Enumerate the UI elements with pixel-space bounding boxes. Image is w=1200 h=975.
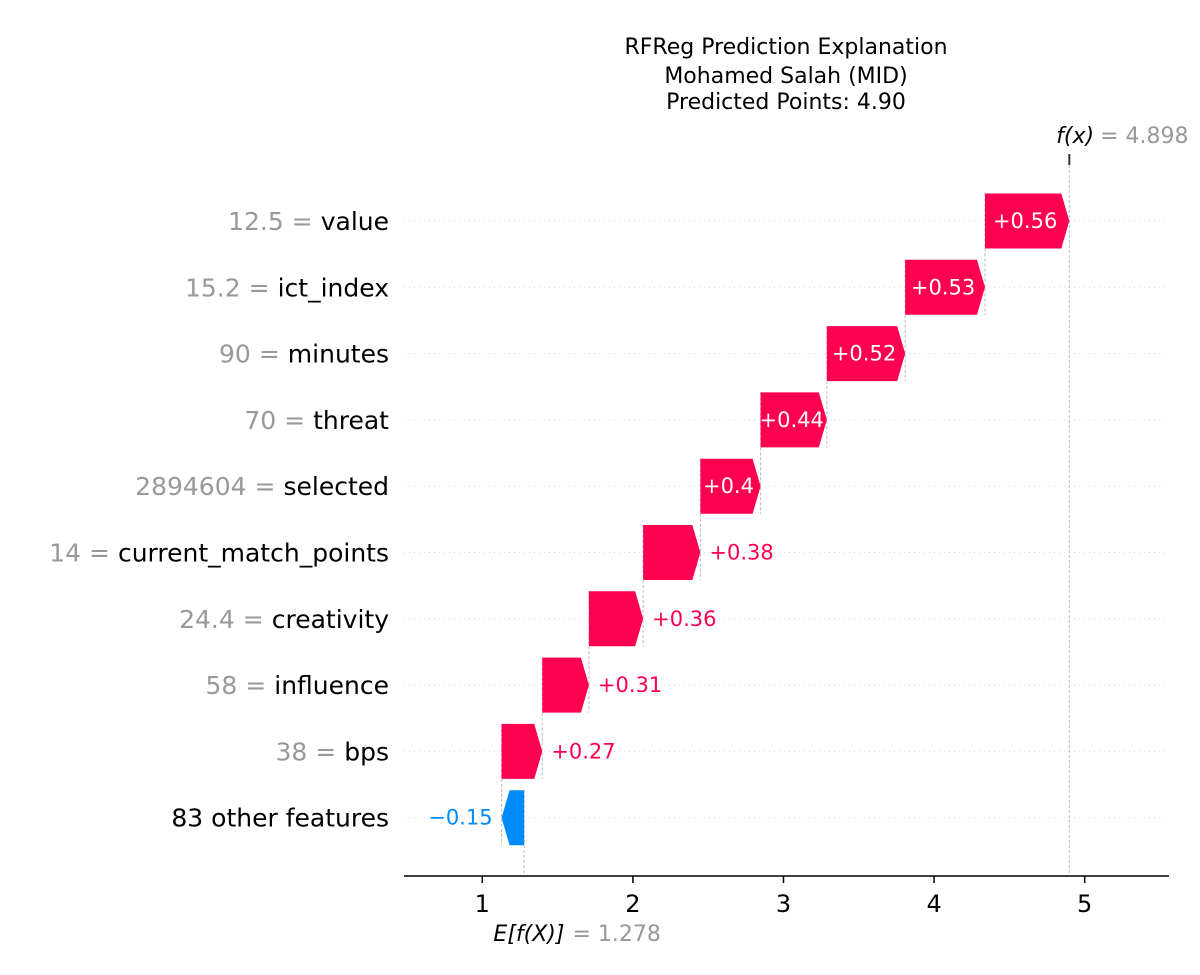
feature-eq: = <box>255 472 276 501</box>
feature-name: current_match_points <box>118 539 389 568</box>
feature-value: 12.5 <box>228 207 284 236</box>
feature-eq: = <box>89 539 110 568</box>
feature-name: ict_index <box>278 273 389 302</box>
positive-bar <box>760 392 827 448</box>
contribution-label: +0.36 <box>652 607 716 631</box>
feature-name: value <box>321 207 389 236</box>
contribution-label: +0.27 <box>551 739 615 763</box>
feature-name: selected <box>283 472 389 501</box>
contribution-label: +0.31 <box>598 673 662 697</box>
feature-eq: = <box>249 273 270 302</box>
x-tick-label: 4 <box>926 890 941 918</box>
feature-value: 14 <box>49 539 81 568</box>
feature-value: 24.4 <box>179 605 235 634</box>
feature-label: 12.5 = value <box>228 207 389 236</box>
x-tick-label: 3 <box>776 890 791 918</box>
feature-label: 90 = minutes <box>219 340 389 369</box>
feature-eq: = <box>292 207 313 236</box>
feature-label: 15.2 = ict_index <box>185 273 389 302</box>
feature-name: threat <box>313 406 389 435</box>
guide-lines <box>501 154 1071 876</box>
contribution-label: +0.52 <box>832 342 896 366</box>
title-line-3: Predicted Points: 4.90 <box>666 90 906 115</box>
fx-annotation: f(x) = 4.898 <box>1056 124 1188 149</box>
feature-value: 2894604 <box>135 472 246 501</box>
feature-eq: = <box>245 671 266 700</box>
title-line-2: Mohamed Salah (MID) <box>664 64 907 89</box>
contribution-label: −0.15 <box>428 806 492 830</box>
feature-name: influence <box>274 671 389 700</box>
feature-labels: 12.5 = value 15.2 = ict_index 90 = minutes 70 = thr… <box>49 207 389 833</box>
contribution-bars <box>501 193 1070 846</box>
base-value: = 1.278 <box>572 922 660 947</box>
contribution-label: +0.53 <box>911 275 975 299</box>
positive-bar <box>542 657 589 713</box>
x-tick-label: 2 <box>625 890 640 918</box>
feature-value: 38 <box>275 737 307 766</box>
positive-bar <box>826 326 906 382</box>
feature-label: 70 = threat <box>244 406 389 435</box>
feature-name: 83 other features <box>171 804 389 833</box>
feature-value: 15.2 <box>185 273 241 302</box>
feature-label: 38 = bps <box>275 737 389 766</box>
feature-label: 58 = influence <box>206 671 390 700</box>
positive-bar <box>588 591 644 647</box>
contribution-label: +0.44 <box>760 408 824 432</box>
positive-bar <box>700 458 761 514</box>
positive-bar <box>501 723 543 779</box>
fx-label: f(x) <box>1056 124 1094 149</box>
feature-label: 24.4 = creativity <box>179 605 389 634</box>
positive-bar <box>984 193 1070 249</box>
feature-label: 14 = current_match_points <box>49 539 389 568</box>
feature-label: 2894604 = selected <box>135 472 389 501</box>
positive-bar <box>643 525 701 580</box>
value-annotations: +0.56 +0.53 +0.52 +0.44 +0.4 +0.38 +0.36 +0.31 +… <box>428 124 1188 947</box>
contribution-label: +0.38 <box>709 541 773 565</box>
title-line-1: RFReg Prediction Explanation <box>624 35 947 60</box>
x-tick-label: 1 <box>475 890 490 918</box>
positive-bar <box>905 259 985 315</box>
feature-name: creativity <box>272 605 389 634</box>
x-tick-label: 5 <box>1077 890 1092 918</box>
base-annotation: E[f(X)] = 1.278 <box>493 922 660 947</box>
feature-eq: = <box>284 406 305 435</box>
base-label: E[f(X)] <box>493 922 564 947</box>
feature-label: 83 other features <box>171 804 389 833</box>
negative-bar <box>501 790 525 846</box>
feature-name: bps <box>344 737 389 766</box>
feature-eq: = <box>315 737 336 766</box>
x-axis: 1 2 3 4 5 <box>404 875 1169 918</box>
feature-value: 58 <box>206 671 238 700</box>
feature-name: minutes <box>288 340 389 369</box>
feature-eq: = <box>259 340 280 369</box>
contribution-label: +0.56 <box>993 209 1057 233</box>
chart-title: RFReg Prediction Explanation Mohamed Sal… <box>624 35 947 115</box>
feature-eq: = <box>243 605 264 634</box>
feature-value: 70 <box>244 406 276 435</box>
fx-value: = 4.898 <box>1100 124 1188 149</box>
contribution-label: +0.4 <box>703 474 754 498</box>
feature-value: 90 <box>219 340 251 369</box>
